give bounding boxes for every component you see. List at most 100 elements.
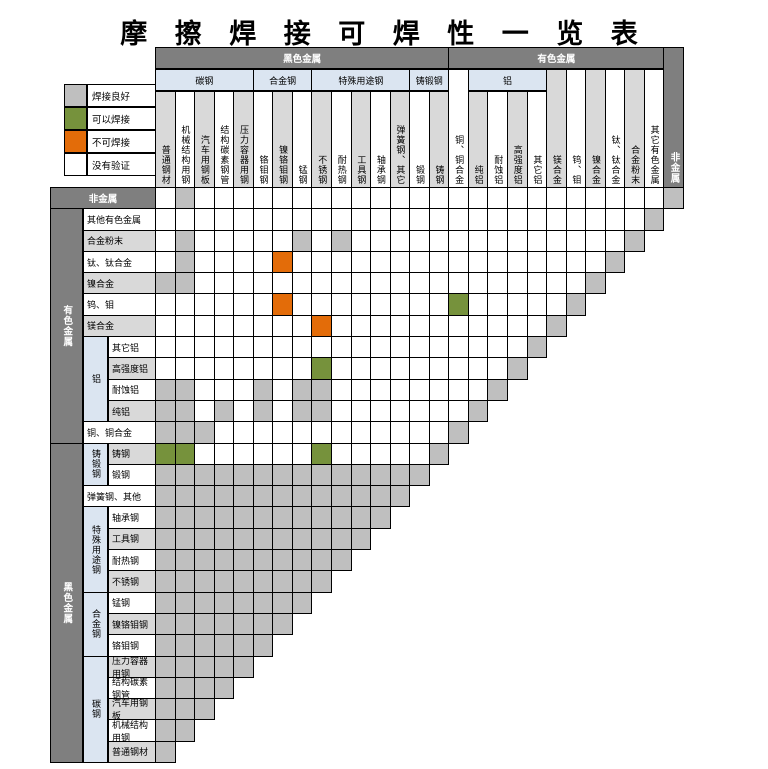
matrix-cell xyxy=(409,208,430,231)
matrix-cell xyxy=(389,421,411,444)
col-header: 普通钢材 xyxy=(155,91,176,188)
matrix-cell xyxy=(428,293,450,316)
matrix-cell xyxy=(389,357,411,380)
row-label: 高强度铝 xyxy=(108,357,156,380)
matrix-cell xyxy=(331,442,352,465)
matrix-cell xyxy=(507,187,528,210)
matrix-cell xyxy=(467,250,489,274)
matrix-cell xyxy=(428,421,450,444)
matrix-cell xyxy=(233,357,254,380)
matrix-cell xyxy=(409,229,430,252)
matrix-cell xyxy=(350,463,372,487)
matrix-cell xyxy=(311,208,332,231)
matrix-cell xyxy=(194,549,215,572)
matrix-cell xyxy=(604,229,626,252)
matrix-cell xyxy=(370,229,391,252)
matrix-cell xyxy=(350,506,372,529)
col-header: 轴承钢 xyxy=(370,91,391,188)
matrix-cell xyxy=(428,250,450,274)
matrix-cell xyxy=(252,634,274,657)
matrix-cell xyxy=(155,336,176,359)
matrix-cell xyxy=(370,378,391,401)
matrix-cell xyxy=(155,676,176,700)
matrix-cell xyxy=(370,506,391,529)
matrix-cell xyxy=(389,442,411,465)
matrix-cell xyxy=(213,506,235,529)
matrix-cell xyxy=(174,612,196,636)
matrix-cell xyxy=(448,187,469,210)
matrix-cell xyxy=(331,527,352,551)
matrix-cell xyxy=(272,357,293,380)
matrix-cell xyxy=(507,293,528,316)
matrix-cell xyxy=(311,229,332,252)
matrix-cell xyxy=(233,336,254,359)
matrix-cell xyxy=(311,463,332,487)
matrix-cell xyxy=(272,485,293,508)
matrix-cell xyxy=(213,463,235,487)
matrix-cell xyxy=(291,506,313,529)
matrix-cell xyxy=(174,442,196,465)
col-header: 汽车用钢板 xyxy=(194,91,215,188)
col-header: 合金粉末 xyxy=(624,69,645,188)
matrix-cell xyxy=(389,399,411,423)
matrix-cell xyxy=(194,272,215,295)
matrix-cell xyxy=(272,250,293,274)
matrix-cell xyxy=(389,378,411,401)
matrix-cell xyxy=(174,229,196,252)
matrix-cell xyxy=(155,463,176,487)
matrix-cell xyxy=(350,336,372,359)
matrix-cell xyxy=(467,229,489,252)
matrix-cell xyxy=(155,208,176,231)
matrix-cell xyxy=(350,229,372,252)
matrix-cell xyxy=(213,208,235,231)
matrix-cell xyxy=(291,527,313,551)
matrix-cell xyxy=(409,272,430,295)
matrix-cell xyxy=(448,357,469,380)
matrix-cell xyxy=(233,527,254,551)
matrix-cell xyxy=(174,676,196,700)
matrix-cell xyxy=(291,485,313,508)
matrix-cell xyxy=(155,698,176,721)
matrix-cell xyxy=(291,378,313,401)
matrix-cell xyxy=(526,314,548,338)
matrix-cell xyxy=(291,357,313,380)
row-label: 轴承钢 xyxy=(108,506,156,529)
col-header: 铜、铜合金 xyxy=(448,69,469,188)
matrix-cell xyxy=(585,250,606,274)
matrix-cell xyxy=(428,357,450,380)
matrix-cell xyxy=(487,293,508,316)
matrix-cell xyxy=(155,740,176,763)
matrix-cell xyxy=(174,357,196,380)
matrix-cell xyxy=(194,314,215,338)
col-header: 弹簧钢、其它 xyxy=(389,91,411,188)
matrix-cell xyxy=(291,591,313,614)
legend-row: 焊接良好 xyxy=(64,84,160,107)
matrix-cell xyxy=(507,208,528,231)
matrix-cell xyxy=(331,485,352,508)
matrix-cell xyxy=(585,187,606,210)
matrix-cell xyxy=(174,655,196,678)
matrix-cell xyxy=(643,208,665,231)
row-label: 弹簧钢、其他 xyxy=(83,485,156,508)
legend-label: 不可焊接 xyxy=(87,130,160,153)
matrix-cell xyxy=(526,229,548,252)
matrix-cell xyxy=(409,378,430,401)
matrix-cell xyxy=(155,570,176,593)
matrix-cell xyxy=(370,463,391,487)
matrix-cell xyxy=(331,272,352,295)
matrix-cell xyxy=(428,314,450,338)
row-label: 合金粉末 xyxy=(83,229,156,252)
col-group-band: 有色金属 xyxy=(448,47,665,69)
matrix-cell xyxy=(194,570,215,593)
matrix-cell xyxy=(448,293,469,316)
col-subgroup-band: 碳钢 xyxy=(155,69,254,91)
matrix-cell xyxy=(272,187,293,210)
matrix-cell xyxy=(233,570,254,593)
matrix-cell xyxy=(213,399,235,423)
matrix-cell xyxy=(233,293,254,316)
matrix-cell xyxy=(331,463,352,487)
row-group-band: 有色金属 xyxy=(50,208,83,444)
matrix-cell xyxy=(331,421,352,444)
col-subgroup-band: 合金钢 xyxy=(252,69,313,91)
matrix-cell xyxy=(272,208,293,231)
